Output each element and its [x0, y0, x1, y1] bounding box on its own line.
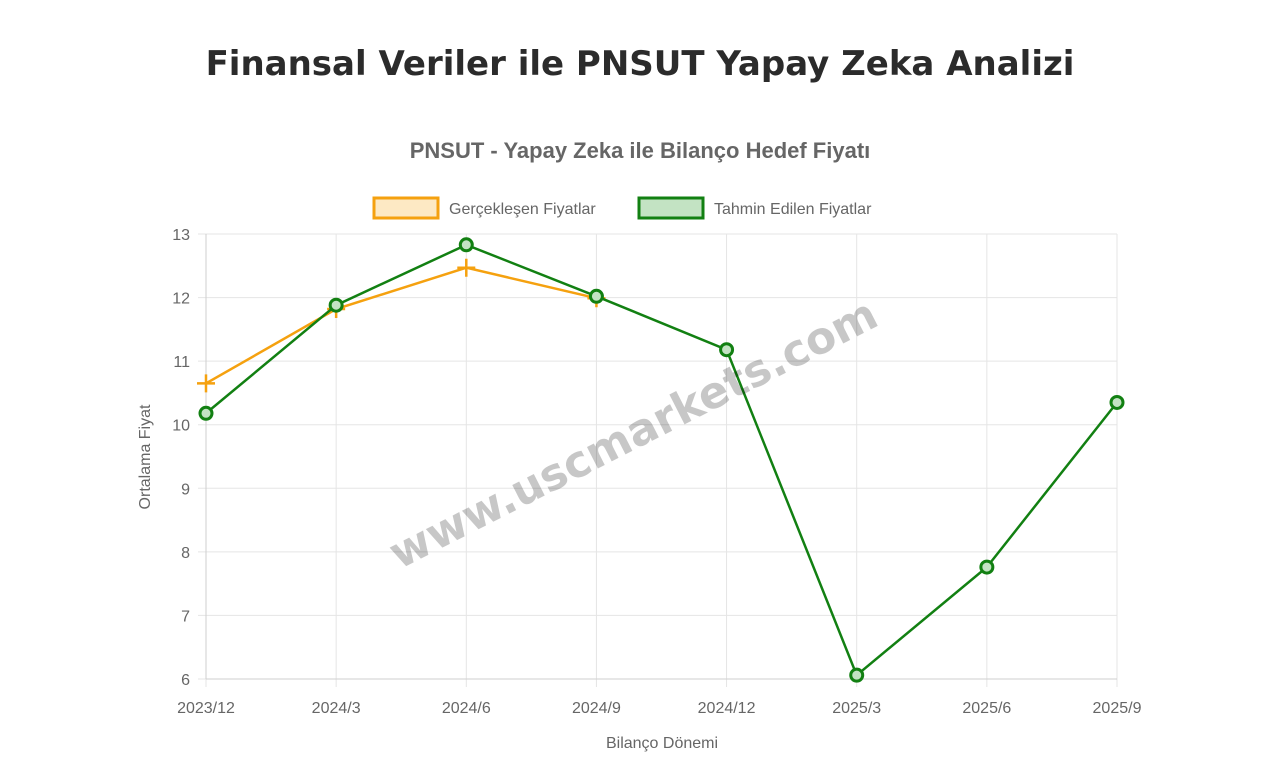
series-line — [205, 266, 597, 385]
x-tick-label: 2023/12 — [177, 700, 235, 717]
x-axis-label: Bilanço Dönemi — [606, 735, 718, 752]
legend-swatch[interactable] — [372, 196, 440, 220]
chart-legend: Gerçekleşen Fiyatlar Tahmin Edilen Fiyatl… — [372, 196, 872, 220]
data-point[interactable] — [588, 288, 604, 304]
y-tick-label: 13 — [172, 227, 190, 244]
data-point[interactable] — [979, 559, 995, 575]
y-axis-label: Ortalama Fiyat — [137, 404, 154, 509]
x-axis: 2023/12 2024/3 2024/6 2024/9 2024/12 2025/3 20… — [177, 700, 1141, 717]
page-title: Finansal Veriler ile PNSUT Yapay Zeka An… — [205, 44, 1075, 84]
data-point[interactable] — [328, 297, 344, 313]
x-tick-label: 2025/9 — [1093, 700, 1142, 717]
y-tick-label: 11 — [173, 354, 190, 371]
y-axis: 6 7 8 9 10 11 12 13 — [172, 227, 190, 689]
y-tick-label: 6 — [181, 672, 190, 689]
x-tick-label: 2024/12 — [698, 700, 756, 717]
chart-grid — [198, 233, 1118, 687]
data-point[interactable] — [1109, 394, 1125, 410]
legend-label[interactable]: Tahmin Edilen Fiyatlar — [714, 201, 872, 218]
y-tick-label: 7 — [181, 608, 190, 625]
legend-swatch[interactable] — [637, 196, 705, 220]
y-tick-label: 8 — [181, 545, 190, 562]
y-tick-label: 9 — [181, 481, 190, 498]
data-point[interactable] — [849, 667, 865, 683]
y-tick-label: 10 — [172, 418, 190, 435]
x-tick-label: 2024/6 — [442, 700, 491, 717]
data-point[interactable] — [719, 342, 735, 358]
series-layer — [197, 237, 1125, 683]
x-tick-label: 2025/3 — [832, 700, 881, 717]
data-point[interactable] — [457, 258, 476, 277]
x-tick-label: 2024/9 — [572, 700, 621, 717]
x-tick-label: 2024/3 — [312, 700, 361, 717]
legend-label[interactable]: Gerçekleşen Fiyatlar — [449, 201, 596, 218]
data-point[interactable] — [198, 405, 214, 421]
watermark: www.uscmarkets.com — [381, 289, 886, 580]
chart-title: PNSUT - Yapay Zeka ile Bilanço Hedef Fiy… — [410, 138, 871, 163]
data-point[interactable] — [197, 374, 215, 393]
data-point[interactable] — [458, 237, 474, 253]
series-line — [205, 243, 1118, 678]
y-tick-label: 12 — [172, 291, 190, 308]
x-tick-label: 2025/6 — [962, 700, 1011, 717]
